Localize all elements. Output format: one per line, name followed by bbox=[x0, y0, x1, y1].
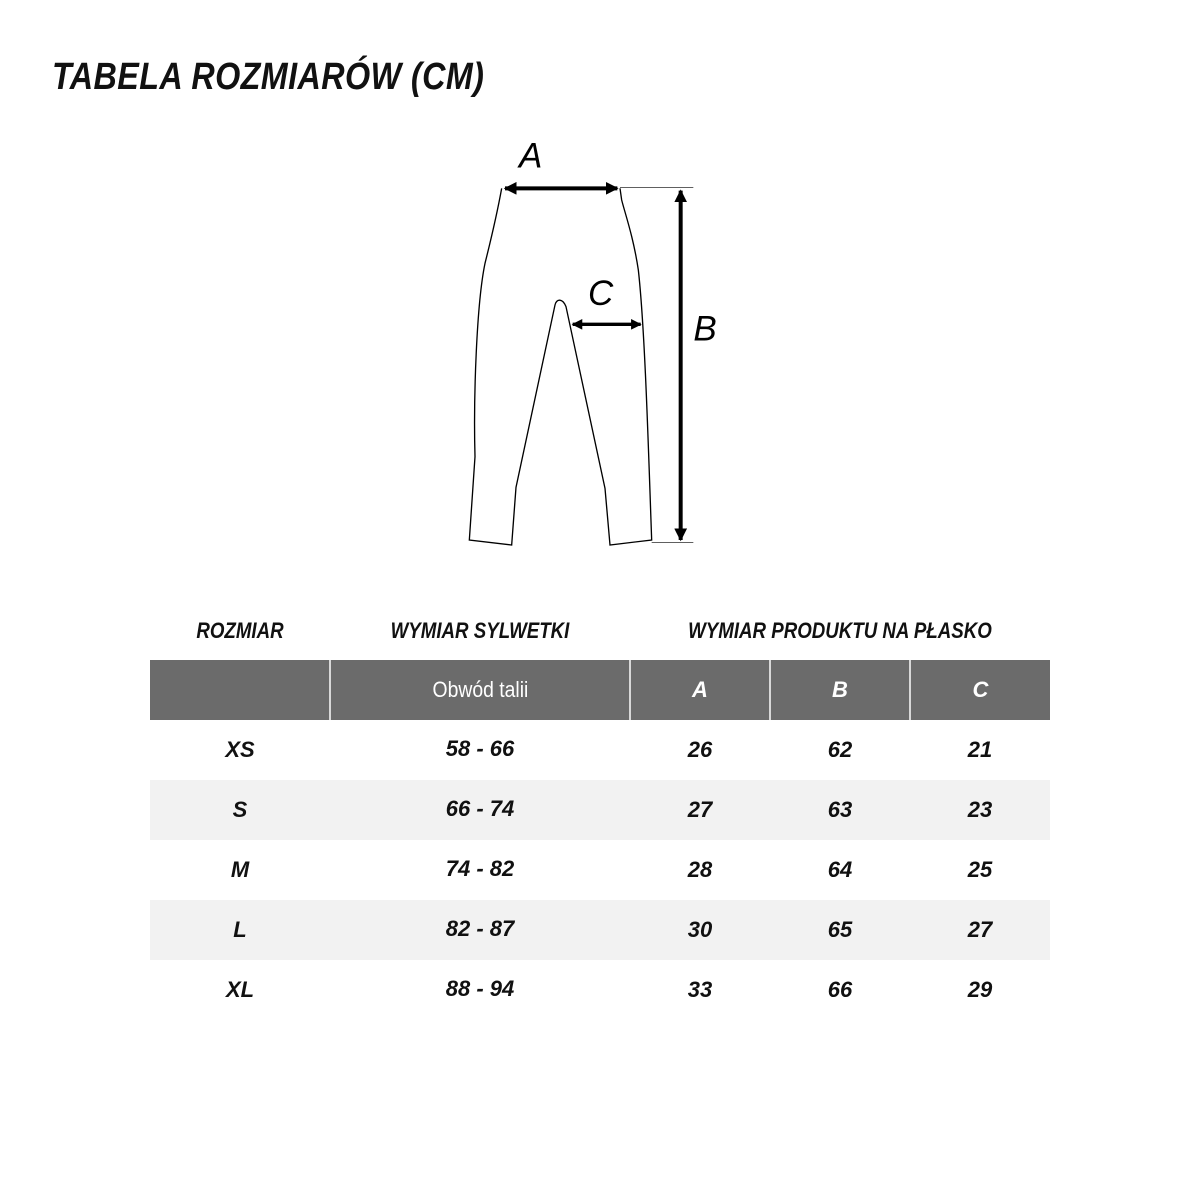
table-header-row: Obwód talii A B C bbox=[150, 660, 1050, 720]
cell-size: S bbox=[150, 780, 330, 840]
cell-a: 30 bbox=[630, 900, 770, 960]
cell-c: 21 bbox=[967, 737, 993, 762]
cell-a: 27 bbox=[630, 780, 770, 840]
cell-size: M bbox=[230, 857, 250, 882]
page-title: TABELA ROZMIARÓW (CM) bbox=[52, 56, 485, 98]
pants-outline bbox=[468, 188, 653, 546]
cell-waist: 74 - 82 bbox=[445, 856, 515, 881]
table-row: M 74 - 82 28 64 25 bbox=[150, 840, 1050, 900]
group-header-body: WYMIAR SYLWETKI bbox=[390, 618, 570, 643]
cell-b: 62 bbox=[827, 737, 853, 762]
cell-c: 29 bbox=[967, 977, 993, 1002]
header-b: B bbox=[769, 660, 910, 720]
label-b: B bbox=[693, 310, 716, 349]
header-size bbox=[150, 660, 330, 720]
table-row: S 66 - 74 27 63 23 bbox=[150, 780, 1050, 840]
pants-measurement-diagram: A C B bbox=[468, 136, 717, 546]
table-row: XL 88 - 94 33 66 29 bbox=[150, 960, 1050, 1020]
cell-a: 26 bbox=[687, 737, 713, 762]
label-c: C bbox=[588, 274, 614, 313]
table-row: XS 58 - 66 26 62 21 bbox=[150, 720, 1050, 780]
cell-size: L bbox=[150, 900, 330, 960]
cell-b: 64 bbox=[827, 857, 853, 882]
group-header-product: WYMIAR PRODUKTU NA PŁASKO bbox=[688, 618, 992, 643]
cell-size: XS bbox=[225, 737, 255, 762]
cell-waist: 66 - 74 bbox=[330, 780, 630, 840]
header-waist: Obwód talii bbox=[329, 660, 630, 720]
cell-b: 63 bbox=[770, 780, 910, 840]
cell-c: 27 bbox=[910, 900, 1050, 960]
cell-waist: 82 - 87 bbox=[330, 900, 630, 960]
header-c: C bbox=[909, 660, 1050, 720]
header-a: A bbox=[629, 660, 770, 720]
cell-b: 65 bbox=[770, 900, 910, 960]
size-table: Obwód talii A B C XS 58 - 66 26 62 21 S … bbox=[150, 660, 1050, 1020]
cell-waist: 88 - 94 bbox=[445, 976, 515, 1001]
cell-waist: 58 - 66 bbox=[445, 736, 515, 761]
cell-c: 25 bbox=[967, 857, 993, 882]
cell-b: 66 bbox=[827, 977, 853, 1002]
table-row: L 82 - 87 30 65 27 bbox=[150, 900, 1050, 960]
cell-c: 23 bbox=[910, 780, 1050, 840]
cell-size: XL bbox=[225, 977, 255, 1002]
label-a: A bbox=[517, 136, 542, 175]
cell-a: 33 bbox=[687, 977, 713, 1002]
group-header-size: ROZMIAR bbox=[196, 618, 284, 643]
cell-a: 28 bbox=[687, 857, 713, 882]
